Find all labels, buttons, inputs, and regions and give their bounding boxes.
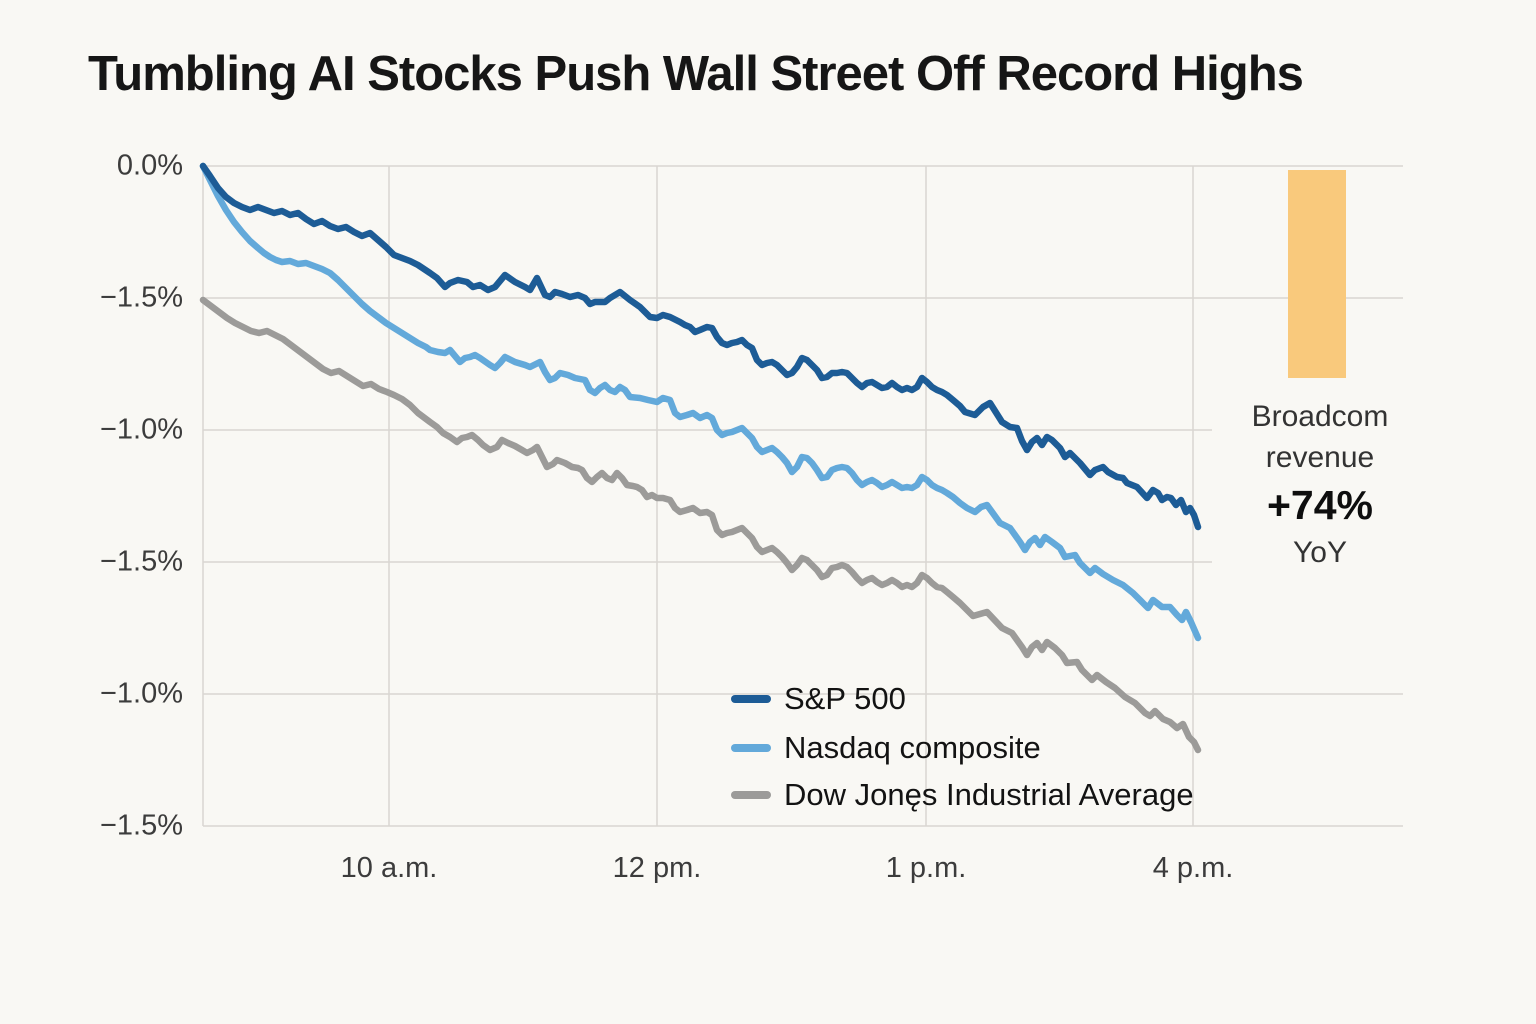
legend-label: S&P 500 xyxy=(784,681,906,716)
legend-item-sp500: S&P 500 xyxy=(731,681,906,717)
y-axis-tick-label: −1.5% xyxy=(99,545,183,578)
series-line-nasdaq xyxy=(199,162,1202,642)
chart-title: Tumbling AI Stocks Push Wall Street Off … xyxy=(88,47,1304,101)
legend-swatch-icon xyxy=(731,791,771,799)
y-axis-tick-label: −1.0% xyxy=(99,677,183,710)
legend-item-dow: Dow Jonęs Industrial Average xyxy=(731,777,1194,813)
broadcom-annotation: Broadcom revenue +74% YoY xyxy=(1232,396,1408,574)
broadcom-revenue-bar xyxy=(1288,170,1346,378)
legend-swatch-icon xyxy=(731,695,771,703)
annotation-label-line1: Broadcom xyxy=(1251,400,1389,433)
x-axis-tick-label: 12 pm. xyxy=(612,852,702,884)
annotation-unit: YoY xyxy=(1293,536,1347,569)
legend-item-nasdaq: Nasdaq composite xyxy=(731,730,1041,766)
series-line-dow xyxy=(199,296,1202,754)
legend-label: Nasdaq composite xyxy=(784,730,1041,765)
y-axis-tick-label: −1.5% xyxy=(99,281,183,314)
y-axis-tick-label: −1.0% xyxy=(99,413,183,446)
x-axis-tick-label: 4 p.m. xyxy=(1152,852,1234,884)
annotation-label-line2: revenue xyxy=(1265,441,1375,474)
legend-swatch-icon xyxy=(731,744,771,752)
x-axis-tick-label: 10 a.m. xyxy=(340,852,438,884)
series-line-sp500 xyxy=(199,162,1202,531)
legend-label: Dow Jonęs Industrial Average xyxy=(784,777,1194,812)
y-axis-tick-label: −1.5% xyxy=(99,809,183,842)
x-axis-tick-label: 1 p.m. xyxy=(885,852,967,884)
y-axis-tick-label: 0.0% xyxy=(116,149,183,182)
annotation-value: +74% xyxy=(1266,482,1373,528)
